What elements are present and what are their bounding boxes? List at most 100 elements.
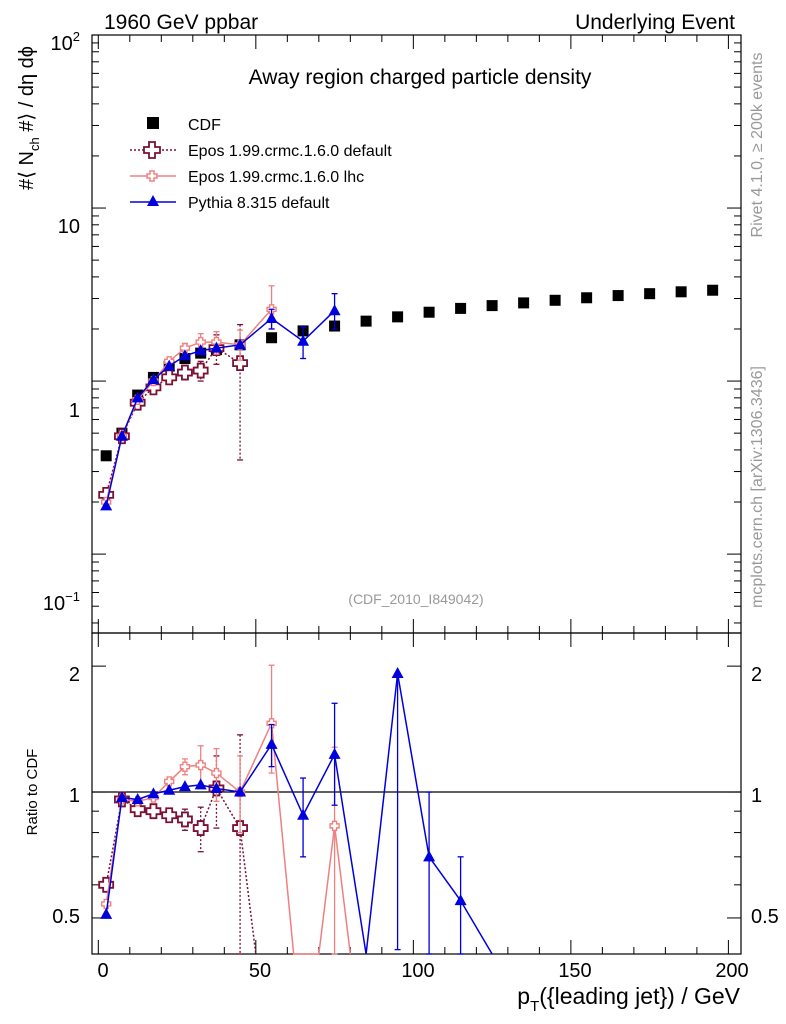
data-point-pythia (391, 667, 404, 679)
data-point-pythia (131, 391, 144, 403)
xtick-label-50: 50 (249, 960, 271, 982)
data-point-pythia (297, 808, 310, 820)
data-point-epos_lhc (195, 336, 206, 348)
axis-ticks (92, 34, 741, 954)
data-point-cdf (455, 302, 467, 314)
ratio-ytick-label-1-right: 1 (751, 785, 762, 807)
series-pythia (100, 667, 493, 955)
main-title: Away region charged particle density (249, 66, 592, 89)
data-point-pythia (163, 359, 176, 371)
data-point-pythia (100, 907, 113, 919)
ratio-series-layer (98, 664, 493, 955)
header-right: Underlying Event (575, 11, 735, 34)
data-point-epos_lhc (211, 767, 222, 779)
data-point-epos_lhc (179, 342, 191, 354)
data-point-pythia (115, 429, 128, 441)
data-point-pythia (265, 311, 278, 323)
legend-marker-pythia (147, 195, 159, 206)
legend: CDF Epos 1.99.crmc.1.6.0 default Epos 1.… (130, 117, 392, 212)
data-point-epos_default (161, 369, 178, 386)
data-point-pythia (234, 338, 247, 350)
data-point-cdf (612, 290, 624, 302)
data-point-cdf (392, 311, 404, 323)
data-point-epos_lhc (266, 718, 277, 729)
ratio-ytick-label-2: 2 (69, 664, 80, 686)
data-point-cdf (360, 315, 372, 327)
legend-item-cdf: CDF (147, 117, 221, 134)
data-point-pythia (178, 349, 191, 361)
data-point-cdf (675, 286, 687, 298)
data-point-pythia (423, 850, 436, 862)
data-point-cdf (100, 450, 112, 462)
data-point-cdf (518, 297, 530, 309)
data-point-pythia (115, 791, 128, 803)
data-point-epos_default (192, 820, 209, 836)
data-point-pythia (131, 792, 144, 804)
main-ytick-label-1: 1 (69, 400, 80, 422)
legend-label-pythia: Pythia 8.315 default (188, 195, 330, 212)
data-point-pythia (194, 778, 207, 790)
data-point-epos_default (177, 364, 193, 381)
data-point-pythia (234, 785, 247, 797)
legend-marker-epos-lhc (146, 170, 158, 182)
legend-item-epos-lhc: Epos 1.99.crmc.1.6.0 lhc (130, 169, 364, 186)
header-left: 1960 GeV ppbar (104, 11, 258, 34)
ratio-ylabel: Ratio to CDF (24, 749, 41, 836)
data-point-epos_default (145, 379, 162, 396)
x-axis-label: pT({leading jet}) / GeV (517, 983, 740, 1015)
xtick-label-100: 100 (401, 960, 434, 982)
ratio-ytick-label-group: 2 1 0.5 2 1 0.5 (52, 664, 779, 928)
data-point-epos_default (177, 811, 193, 828)
xtick-label-200: 200 (715, 960, 748, 982)
data-point-pythia (194, 344, 207, 356)
data-point-epos_default (129, 801, 146, 818)
data-point-epos_default (161, 807, 178, 824)
data-point-epos_default (145, 803, 162, 820)
data-point-cdf (266, 332, 278, 344)
data-point-pythia (147, 373, 160, 385)
main-ytick-label-10: 10 (58, 216, 80, 238)
data-point-epos_lhc (329, 820, 340, 832)
data-point-pythia (297, 334, 310, 346)
data-point-epos_lhc (163, 776, 175, 787)
main-ytick-label-0.1: 10−1 (43, 589, 80, 615)
legend-item-epos-default: Epos 1.99.crmc.1.6.0 default (130, 141, 392, 160)
data-point-cdf (581, 292, 593, 304)
data-point-epos_default (232, 355, 248, 372)
data-point-cdf (486, 300, 498, 312)
series-pythia (100, 293, 341, 511)
mcplots-label: mcplots.cern.ch [arXiv:1306.3436] (749, 366, 766, 608)
legend-marker-epos-default (143, 141, 161, 159)
ratio-ytick-label-0.5-right: 0.5 (751, 906, 779, 928)
data-point-epos_lhc (179, 761, 191, 772)
data-point-pythia (210, 781, 223, 793)
data-point-pythia (178, 780, 191, 792)
xtick-label-150: 150 (558, 960, 591, 982)
rivet-version-label: Rivet 4.1.0, ≥ 200k events (749, 53, 766, 238)
data-point-epos_lhc (195, 759, 206, 771)
data-point-pythia (328, 747, 341, 759)
legend-label-epos-lhc: Epos 1.99.crmc.1.6.0 lhc (188, 169, 364, 186)
data-point-cdf (644, 288, 656, 300)
data-point-epos_default (192, 362, 209, 379)
main-series-layer (98, 284, 719, 511)
legend-label-epos-default: Epos 1.99.crmc.1.6.0 default (188, 143, 392, 160)
data-point-cdf (423, 306, 435, 318)
ratio-ytick-label-0.5: 0.5 (52, 906, 80, 928)
data-point-pythia (265, 737, 278, 749)
legend-item-pythia: Pythia 8.315 default (130, 195, 330, 212)
legend-label-cdf: CDF (188, 117, 221, 134)
data-point-pythia (328, 304, 341, 316)
xtick-label-0: 0 (97, 960, 108, 982)
main-ytick-label-group: 102 10 1 10−1 (43, 29, 80, 615)
main-ylabel: #⟨ Nch #⟩ / dη dϕ (16, 46, 42, 190)
legend-marker-cdf (147, 117, 159, 129)
data-point-pythia (163, 783, 176, 795)
data-point-cdf (707, 284, 719, 296)
data-point-pythia (100, 499, 113, 511)
data-point-pythia (454, 894, 467, 906)
ratio-ytick-label-2-right: 2 (751, 664, 762, 686)
data-point-pythia (147, 787, 160, 799)
data-point-cdf (549, 294, 561, 306)
